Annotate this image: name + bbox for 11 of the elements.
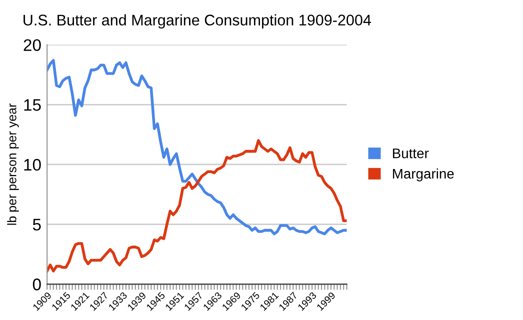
- y-tick-label: 5: [32, 218, 41, 231]
- legend-label: Butter: [392, 148, 429, 158]
- y-tick-label: 15: [24, 99, 41, 111]
- line-series: [47, 58, 347, 236]
- chart-title: U.S. Butter and Margarine Consumption 1909-2004: [24, 14, 371, 29]
- y-tick-label: 0: [32, 278, 41, 290]
- y-axis-title: lb per person per year: [7, 104, 19, 225]
- line-series: [47, 139, 347, 272]
- legend-label: Margarine: [392, 168, 454, 182]
- y-tick-label: 10: [24, 158, 41, 171]
- y-tick-label: 20: [24, 39, 41, 52]
